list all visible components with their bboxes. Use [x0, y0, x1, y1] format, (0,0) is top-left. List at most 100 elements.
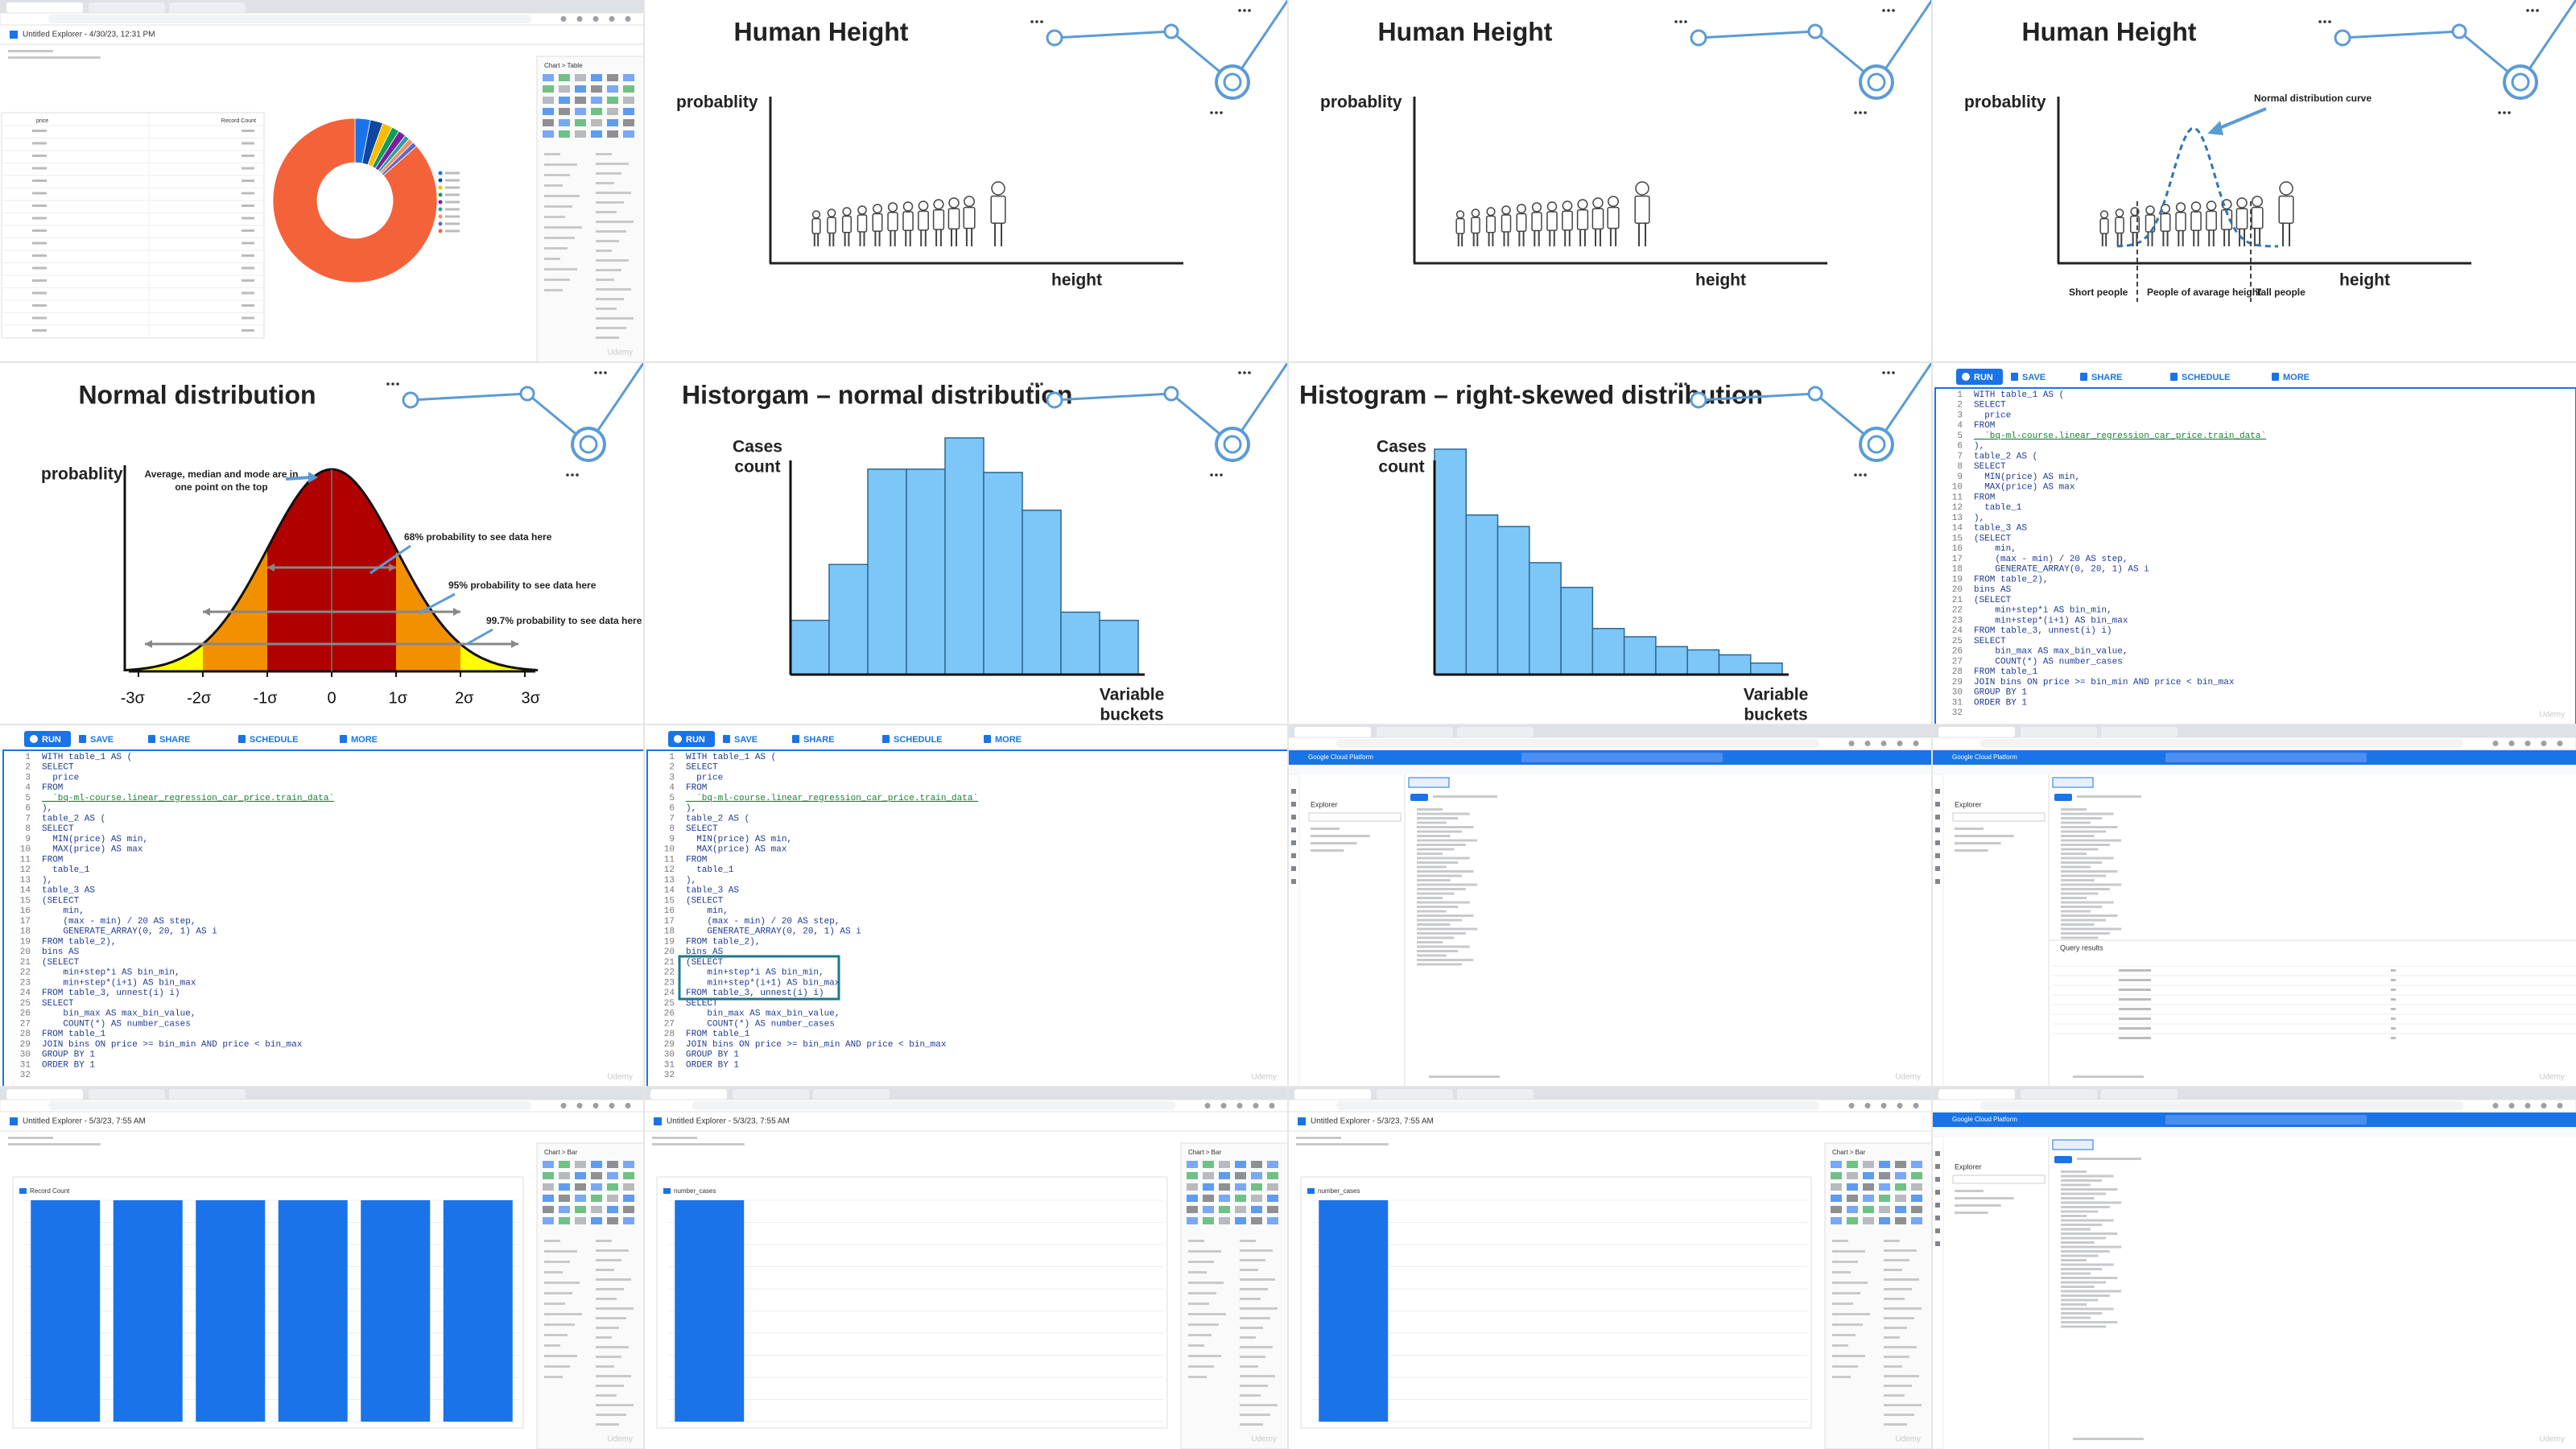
chart-type-icon [559, 108, 570, 115]
chart-type-icon [1251, 1172, 1262, 1179]
deco-dot [1238, 9, 1241, 12]
line-number: 11 [664, 855, 675, 865]
histogram-bar [1560, 586, 1594, 675]
text-placeholder [1429, 1075, 1500, 1078]
cell-placeholder [32, 167, 47, 170]
browser-icon [1236, 1103, 1243, 1108]
text-placeholder [596, 308, 617, 310]
cell-placeholder [2391, 989, 2396, 991]
person-head [991, 181, 1005, 196]
browser-tab [2021, 1089, 2097, 1100]
text-placeholder [544, 279, 570, 281]
legend-label: Record Count [30, 1187, 70, 1195]
text-placeholder [1417, 888, 1466, 890]
person-body [1562, 210, 1573, 231]
person-head [2221, 199, 2232, 210]
line-number: 19 [20, 937, 31, 947]
deco-node [1867, 435, 1886, 454]
chart-type-icon [575, 1206, 586, 1213]
line-number: 2 [25, 763, 31, 773]
person-icon [2235, 197, 2248, 246]
panel-title: Chart > Bar [1188, 1149, 1221, 1156]
chart-type-icon [1911, 1206, 1922, 1213]
x-axis-label: Variable [1100, 686, 1165, 704]
editor-tab [2052, 1139, 2094, 1150]
chart-type-icon [1911, 1183, 1922, 1191]
chart-type-icon [623, 1183, 634, 1191]
text-placeholder [1417, 839, 1478, 842]
bar [113, 1200, 183, 1422]
line-number: 21 [1952, 596, 1963, 605]
line-number: 1 [25, 753, 31, 762]
line-number: 18 [664, 927, 675, 937]
text-placeholder [1188, 1355, 1221, 1357]
browser-icon [1204, 1103, 1211, 1108]
text-placeholder [1884, 1307, 1922, 1310]
text-placeholder [544, 1282, 580, 1284]
text-placeholder [1417, 932, 1466, 935]
line-number: 7 [669, 814, 675, 824]
text-placeholder [1417, 874, 1462, 877]
text-placeholder [1188, 1313, 1226, 1315]
explorer-search [1952, 812, 2046, 822]
line-number: 13 [20, 876, 31, 886]
cell-placeholder [242, 304, 254, 307]
chart-type-icon [607, 1206, 618, 1213]
legend-swatch [438, 192, 443, 197]
cell-placeholder [32, 304, 47, 307]
text-placeholder [2061, 1192, 2106, 1195]
chart-type-icon [1187, 1172, 1198, 1179]
deco-dot [1035, 382, 1038, 386]
cell-placeholder [242, 229, 254, 232]
toolbar-icon [148, 735, 155, 743]
line-number: 1 [669, 753, 675, 762]
chart-type-icon [607, 74, 618, 81]
browser-icon [1864, 1103, 1871, 1108]
text-placeholder [2061, 821, 2091, 824]
code-line: min+step*i AS bin_min, [686, 968, 824, 978]
cell-placeholder [242, 217, 254, 220]
nav-icon [1291, 789, 1296, 794]
person-head [1577, 199, 1588, 210]
code-line: min+step*(i+1) AS bin_max [686, 978, 840, 988]
text-placeholder [544, 174, 570, 176]
person-head [873, 204, 882, 214]
deco-node [1867, 72, 1886, 92]
person-icon [1562, 200, 1573, 246]
code-line: `bq-ml-course.linear_regression_car_pric… [42, 793, 334, 803]
cell-placeholder [242, 180, 254, 182]
person-icon [827, 208, 836, 246]
text-placeholder [1884, 1240, 1900, 1242]
watermark: Udemy [2539, 711, 2565, 720]
text-placeholder [1311, 835, 1370, 837]
toolbar-icon [882, 735, 890, 743]
code-line: MIN(price) AS min, [42, 835, 148, 844]
cell-placeholder [32, 180, 47, 182]
chart-type-icon [623, 1206, 634, 1213]
line-number: 21 [664, 958, 675, 968]
code-line: GENERATE_ARRAY(0, 20, 1) AS i [1974, 565, 2149, 575]
code-line: SELECT [686, 824, 718, 834]
toolbar-icon [2272, 373, 2279, 381]
bar [278, 1200, 348, 1422]
chart-type-icon [623, 1195, 634, 1202]
toolbar-icon [79, 735, 86, 743]
person-body [2175, 212, 2186, 232]
browser-tab [89, 1089, 165, 1100]
browser-tab [650, 1089, 727, 1100]
text-placeholder [544, 1302, 565, 1305]
text-placeholder [596, 1327, 619, 1329]
deco-dot [2498, 111, 2501, 114]
chart-type-icon [1831, 1183, 1842, 1191]
chart-type-icon [1235, 1206, 1246, 1213]
text-placeholder [596, 288, 631, 291]
sigma-label: 1σ [389, 689, 408, 707]
text-placeholder [544, 1292, 572, 1294]
browser-icon [576, 1103, 583, 1108]
text-placeholder [1417, 821, 1447, 824]
code-line: ), [686, 804, 696, 814]
run-button [2054, 1156, 2072, 1163]
text-placeholder [2077, 795, 2141, 798]
code-line: GROUP BY 1 [1974, 688, 2027, 698]
deco-dot [2536, 9, 2539, 12]
